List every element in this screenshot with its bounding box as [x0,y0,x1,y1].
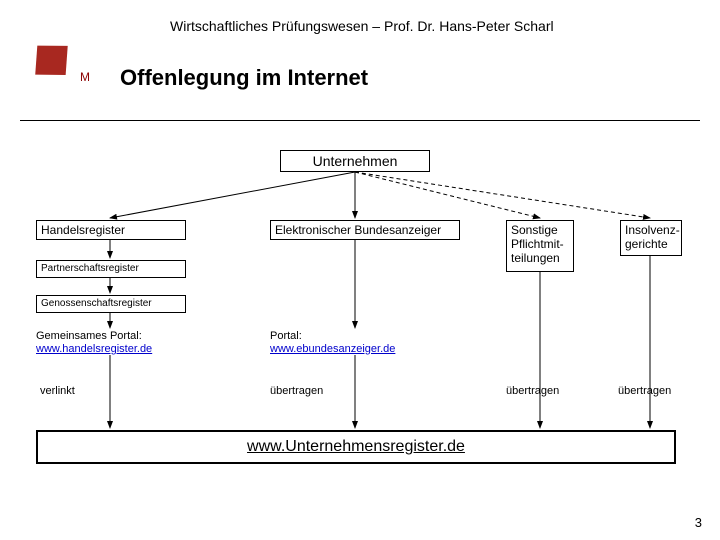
logo-icon [27,37,73,83]
label-portal1-title: Gemeinsames Portal: [36,330,142,342]
label-verlinkt: verlinkt [40,385,75,397]
logo-letter: M [80,70,90,84]
node-genossenschaft: Genossenschaftsregister [36,295,186,313]
course-title: Wirtschaftliches Prüfungswesen – Prof. D… [170,18,554,34]
label-portal2-title: Portal: [270,330,302,342]
node-sonstige: SonstigePflichtmit-teilungen [506,220,574,272]
diagram: Unternehmen Handelsregister Elektronisch… [0,130,720,490]
slide-title: Offenlegung im Internet [120,65,368,91]
node-handelsregister: Handelsregister [36,220,186,240]
page-number: 3 [695,515,702,530]
label-uebertragen-2: übertragen [506,385,559,397]
separator-line [20,120,700,121]
node-ebundesanzeiger: Elektronischer Bundesanzeiger [270,220,460,240]
label-uebertragen-1: übertragen [270,385,323,397]
node-unternehmen: Unternehmen [280,150,430,172]
label-uebertragen-3: übertragen [618,385,671,397]
logo: M [30,40,90,90]
link-handelsregister[interactable]: www.handelsregister.de [36,343,152,355]
node-unternehmensregister[interactable]: www.Unternehmensregister.de [36,430,676,464]
node-partnerschaft: Partnerschaftsregister [36,260,186,278]
link-ebundesanzeiger[interactable]: www.ebundesanzeiger.de [270,343,395,355]
node-insolvenz: Insolvenz-gerichte [620,220,682,256]
